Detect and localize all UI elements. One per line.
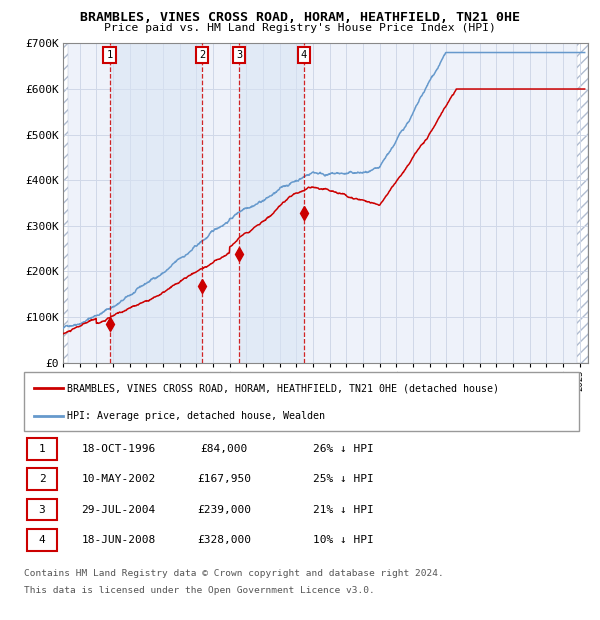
Text: 29-JUL-2004: 29-JUL-2004 bbox=[81, 505, 155, 515]
Text: HPI: Average price, detached house, Wealden: HPI: Average price, detached house, Weal… bbox=[67, 411, 325, 421]
Text: 3: 3 bbox=[236, 50, 242, 60]
Text: 2: 2 bbox=[38, 474, 46, 484]
FancyBboxPatch shape bbox=[24, 372, 579, 431]
Text: £239,000: £239,000 bbox=[197, 505, 251, 515]
Text: BRAMBLES, VINES CROSS ROAD, HORAM, HEATHFIELD, TN21 0HE: BRAMBLES, VINES CROSS ROAD, HORAM, HEATH… bbox=[80, 11, 520, 24]
FancyBboxPatch shape bbox=[27, 529, 58, 551]
Text: This data is licensed under the Open Government Licence v3.0.: This data is licensed under the Open Gov… bbox=[24, 586, 375, 595]
Text: 1: 1 bbox=[106, 50, 113, 60]
Text: 21% ↓ HPI: 21% ↓ HPI bbox=[313, 505, 373, 515]
Text: 18-OCT-1996: 18-OCT-1996 bbox=[81, 444, 155, 454]
Text: 26% ↓ HPI: 26% ↓ HPI bbox=[313, 444, 373, 454]
FancyBboxPatch shape bbox=[27, 469, 58, 490]
Text: £84,000: £84,000 bbox=[200, 444, 247, 454]
Text: 4: 4 bbox=[38, 535, 46, 545]
Text: 18-JUN-2008: 18-JUN-2008 bbox=[81, 535, 155, 545]
Bar bbox=[63, 43, 68, 363]
Text: £167,950: £167,950 bbox=[197, 474, 251, 484]
Text: 3: 3 bbox=[38, 505, 46, 515]
Text: 25% ↓ HPI: 25% ↓ HPI bbox=[313, 474, 373, 484]
Text: BRAMBLES, VINES CROSS ROAD, HORAM, HEATHFIELD, TN21 0HE (detached house): BRAMBLES, VINES CROSS ROAD, HORAM, HEATH… bbox=[67, 384, 499, 394]
Text: £328,000: £328,000 bbox=[197, 535, 251, 545]
Bar bbox=[577, 43, 588, 363]
Bar bbox=[239, 43, 304, 363]
FancyBboxPatch shape bbox=[27, 438, 58, 460]
Text: 10% ↓ HPI: 10% ↓ HPI bbox=[313, 535, 373, 545]
FancyBboxPatch shape bbox=[27, 498, 58, 520]
Text: 2: 2 bbox=[199, 50, 205, 60]
Text: 4: 4 bbox=[301, 50, 307, 60]
Bar bbox=[110, 43, 202, 363]
Text: Price paid vs. HM Land Registry's House Price Index (HPI): Price paid vs. HM Land Registry's House … bbox=[104, 23, 496, 33]
Text: Contains HM Land Registry data © Crown copyright and database right 2024.: Contains HM Land Registry data © Crown c… bbox=[24, 569, 444, 578]
Text: 10-MAY-2002: 10-MAY-2002 bbox=[81, 474, 155, 484]
Text: 1: 1 bbox=[38, 444, 46, 454]
